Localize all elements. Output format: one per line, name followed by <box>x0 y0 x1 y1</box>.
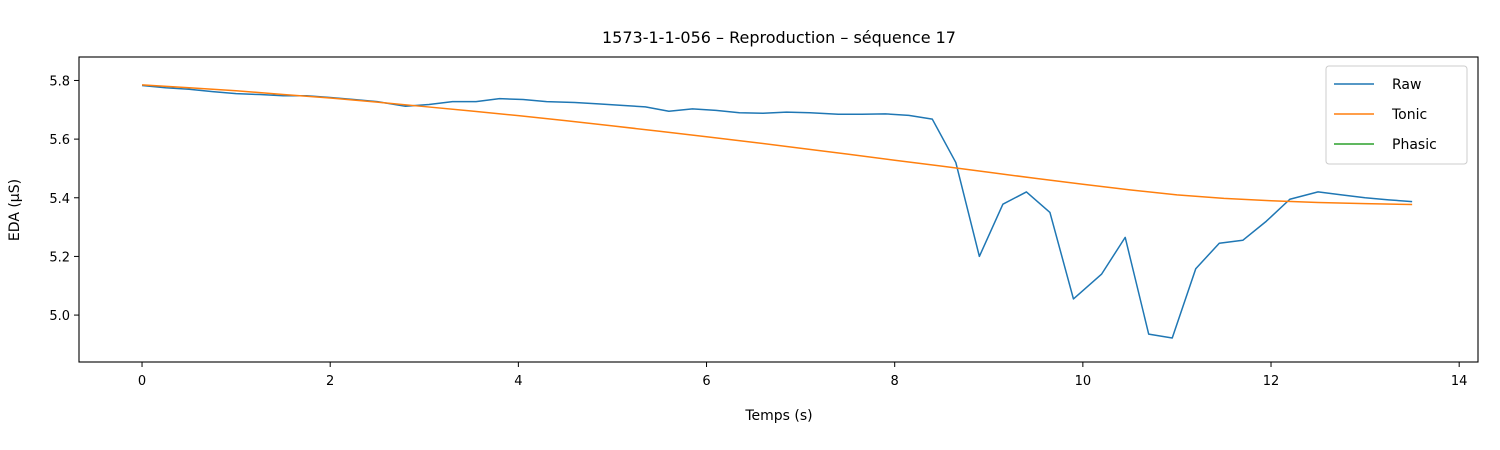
series-line-raw <box>141 84 1413 339</box>
legend-box <box>1325 65 1468 165</box>
x-tick-label: 12 <box>1263 374 1280 389</box>
x-tick-label: 8 <box>891 374 899 389</box>
x-tick-label: 10 <box>1075 374 1092 389</box>
x-axis-ticks: 0 2 4 6 8 10 12 14 <box>138 362 1468 389</box>
y-axis-label: EDA (µS) <box>7 179 23 241</box>
x-tick-label: 14 <box>1451 374 1468 389</box>
legend-label: Tonic <box>1391 107 1427 123</box>
legend-item-raw: Raw <box>1334 77 1421 93</box>
x-tick-label: 4 <box>514 374 522 389</box>
chart-title: 1573-1-1-056 – Reproduction – séquence 1… <box>602 28 956 47</box>
y-tick-label: 5.8 <box>49 74 70 89</box>
y-tick-label: 5.6 <box>49 133 70 148</box>
x-tick-label: 6 <box>702 374 710 389</box>
y-tick-label: 5.4 <box>49 192 70 207</box>
series-line-tonic <box>141 84 1413 206</box>
legend-item-phasic: Phasic <box>1334 137 1437 153</box>
y-axis-ticks: 5.0 5.2 5.4 5.6 5.8 <box>49 74 79 324</box>
x-tick-label: 0 <box>138 374 146 389</box>
y-tick-label: 5.2 <box>49 250 70 265</box>
legend-item-tonic: Tonic <box>1334 107 1427 123</box>
series-layer <box>141 84 1413 339</box>
y-tick-label: 5.0 <box>49 309 70 324</box>
x-axis-label: Temps (s) <box>744 408 812 424</box>
plot-frame <box>78 56 1479 363</box>
legend-label: Raw <box>1392 77 1421 93</box>
x-tick-label: 2 <box>326 374 334 389</box>
legend-label: Phasic <box>1392 137 1437 153</box>
legend: Raw Tonic Phasic <box>1325 65 1468 165</box>
